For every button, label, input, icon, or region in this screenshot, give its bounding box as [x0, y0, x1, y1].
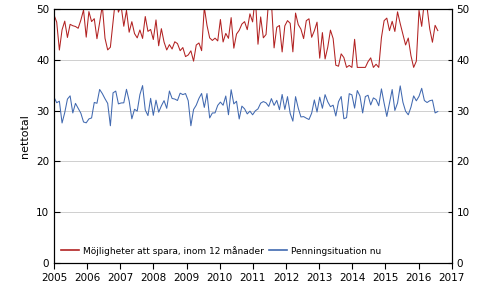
Legend: Möjligheter att spara, inom 12 månader, Penningsituation nu: Möjligheter att spara, inom 12 månader, … — [58, 243, 384, 258]
Y-axis label: nettotal: nettotal — [21, 114, 30, 158]
